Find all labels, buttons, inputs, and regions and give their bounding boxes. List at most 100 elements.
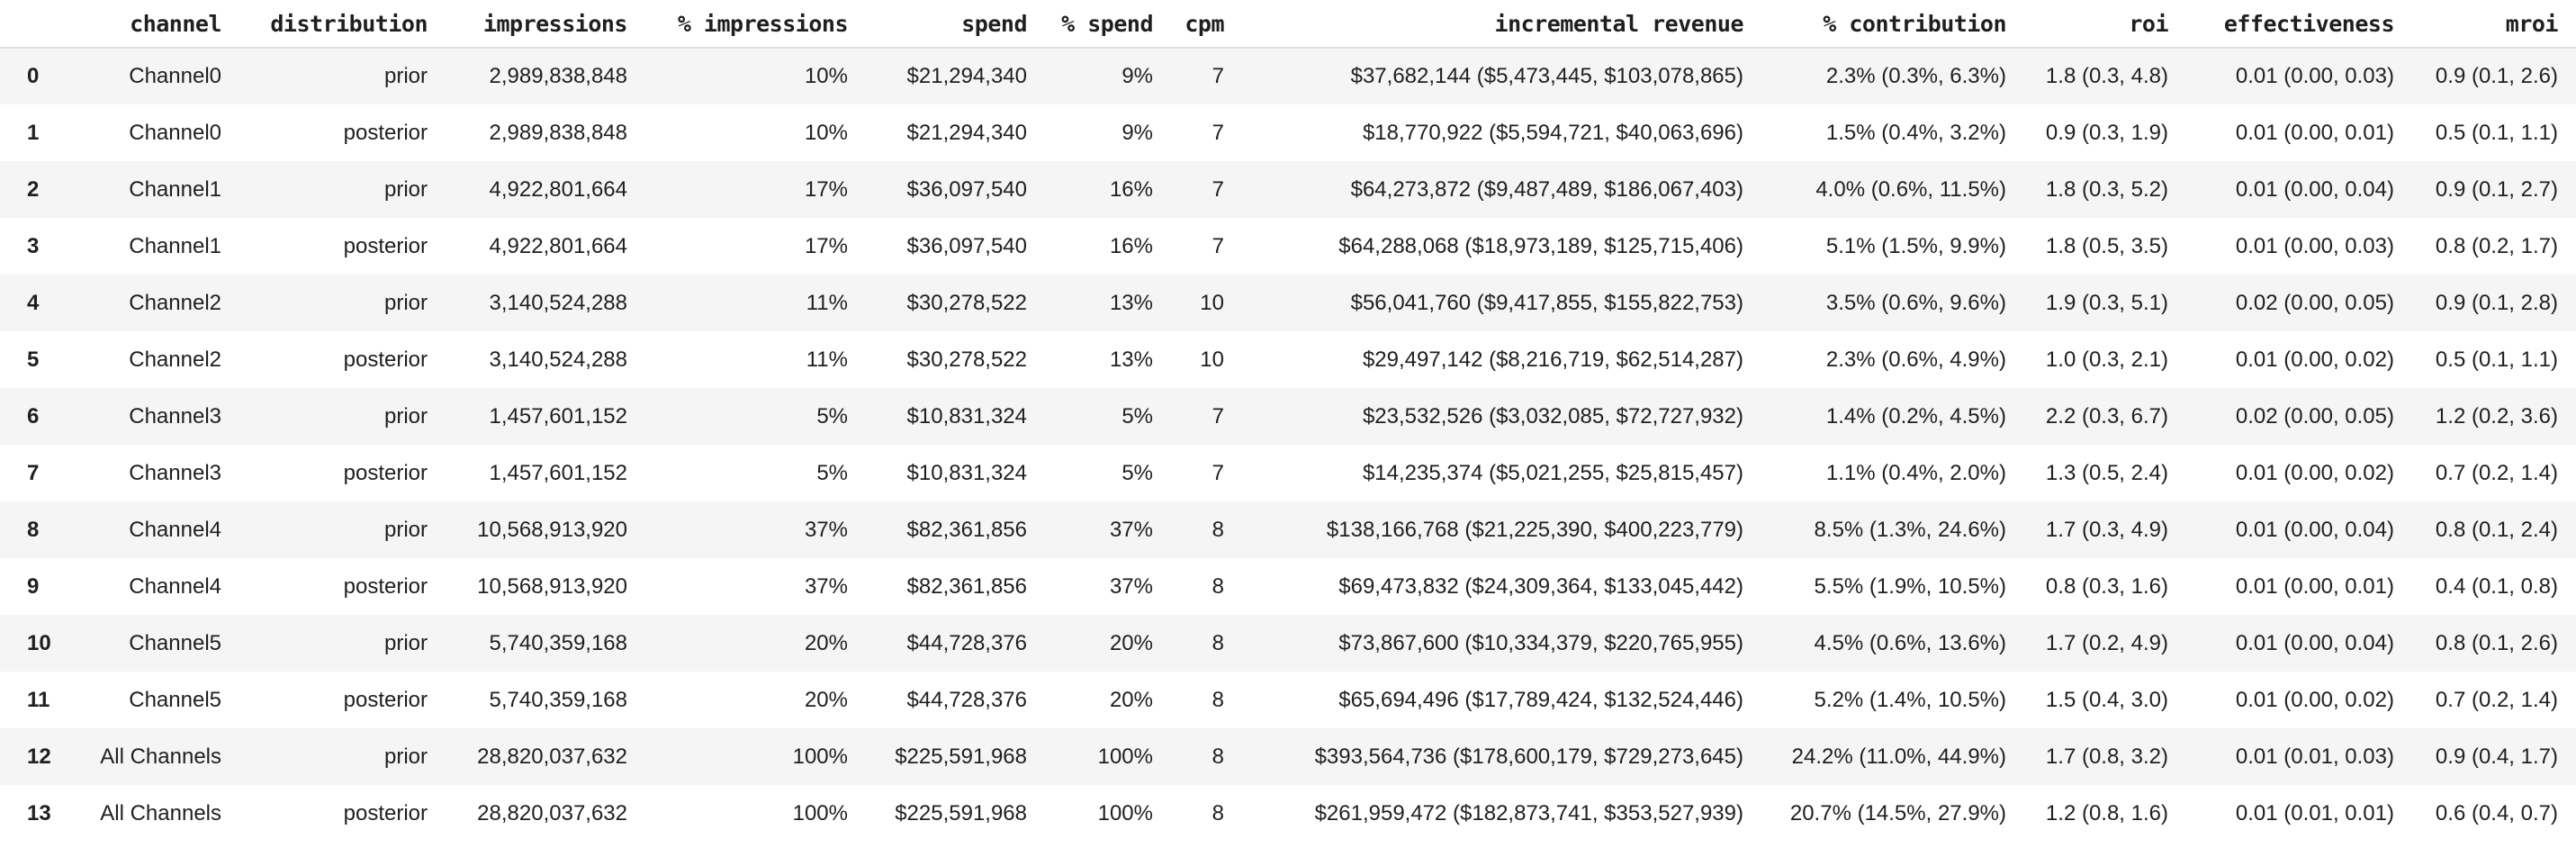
cell-cpm: 7 xyxy=(1211,233,1224,258)
cell-effectiveness: 0.02 (0.00, 0.05) xyxy=(2235,403,2394,429)
cell-pct-spend: 16% xyxy=(1109,176,1153,202)
cell-roi: 1.7 (0.8, 3.2) xyxy=(2045,744,2168,769)
cell-pct-impressions: 37% xyxy=(804,573,848,599)
cell-cpm: 7 xyxy=(1211,120,1224,145)
row-index: 9 xyxy=(27,573,40,599)
table-row: 7 Channel3 posterior 1,457,601,152 5% $10,831… xyxy=(0,445,2576,501)
row-index: 4 xyxy=(27,290,40,315)
cell-incremental-revenue: $261,959,472 ($182,873,741, $353,527,939… xyxy=(1314,800,1743,825)
row-index: 10 xyxy=(27,630,51,655)
cell-incremental-revenue: $18,770,922 ($5,594,721, $40,063,696) xyxy=(1362,120,1743,145)
row-index: 3 xyxy=(27,233,40,258)
cell-incremental-revenue: $64,273,872 ($9,487,489, $186,067,403) xyxy=(1350,176,1743,202)
cell-roi: 1.7 (0.2, 4.9) xyxy=(2045,630,2168,655)
column-header-incremental-revenue: incremental revenue xyxy=(1242,0,1761,49)
header-row: channel distribution impressions% impressi… xyxy=(0,0,2576,49)
cell-channel: Channel4 xyxy=(129,573,221,599)
cell-incremental-revenue: $69,473,832 ($24,309,364, $133,045,442) xyxy=(1338,573,1743,599)
cell-effectiveness: 0.01 (0.00, 0.02) xyxy=(2235,687,2394,712)
table-row: 12 All Channels prior 28,820,037,632 100% $22… xyxy=(0,728,2576,785)
column-header-cpm: cpm xyxy=(1171,0,1242,49)
cell-distribution: prior xyxy=(383,403,428,429)
cell-impressions: 28,820,037,632 xyxy=(477,744,627,769)
cell-impressions: 4,922,801,664 xyxy=(489,176,627,202)
cell-spend: $225,591,968 xyxy=(895,744,1027,769)
cell-cpm: 8 xyxy=(1211,517,1224,542)
cell-spend: $82,361,856 xyxy=(906,573,1027,599)
cell-effectiveness: 0.01 (0.00, 0.01) xyxy=(2235,573,2394,599)
table-row: 8 Channel4 prior 10,568,913,920 37% $82,361,8… xyxy=(0,501,2576,558)
cell-roi: 0.8 (0.3, 1.6) xyxy=(2045,573,2168,599)
cell-pct-spend: 5% xyxy=(1121,403,1153,429)
cell-channel: Channel3 xyxy=(129,403,221,429)
column-header-index xyxy=(0,0,81,49)
cell-cpm: 8 xyxy=(1211,744,1224,769)
cell-channel: Channel0 xyxy=(129,64,221,88)
cell-roi: 0.9 (0.3, 1.9) xyxy=(2045,120,2168,145)
cell-effectiveness: 0.01 (0.00, 0.02) xyxy=(2235,460,2394,485)
cell-pct-impressions: 17% xyxy=(804,233,848,258)
cell-pct-contribution: 1.1% (0.4%, 2.0%) xyxy=(1825,460,2006,485)
cell-incremental-revenue: $14,235,374 ($5,021,255, $25,815,457) xyxy=(1362,460,1743,485)
column-header-channel: channel xyxy=(81,0,239,49)
cell-roi: 2.2 (0.3, 6.7) xyxy=(2045,403,2168,429)
cell-mroi: 0.7 (0.2, 1.4) xyxy=(2435,687,2558,712)
cell-pct-spend: 13% xyxy=(1109,290,1153,315)
table-body: 0 Channel0 prior 2,989,838,848 10% $21,294,34… xyxy=(0,48,2576,842)
cell-mroi: 0.5 (0.1, 1.1) xyxy=(2435,120,2558,145)
cell-pct-impressions: 10% xyxy=(804,64,848,88)
cell-incremental-revenue: $65,694,496 ($17,789,424, $132,524,446) xyxy=(1338,687,1743,712)
cell-effectiveness: 0.02 (0.00, 0.05) xyxy=(2235,290,2394,315)
cell-pct-impressions: 5% xyxy=(816,460,848,485)
cell-spend: $10,831,324 xyxy=(906,460,1027,485)
cell-channel: Channel5 xyxy=(129,687,221,712)
table-row: 2 Channel1 prior 4,922,801,664 17% $36,097,54… xyxy=(0,161,2576,218)
cell-distribution: prior xyxy=(383,64,428,88)
cell-cpm: 8 xyxy=(1211,630,1224,655)
cell-spend: $10,831,324 xyxy=(906,403,1027,429)
cell-mroi: 1.2 (0.2, 3.6) xyxy=(2435,403,2558,429)
cell-mroi: 0.8 (0.1, 2.6) xyxy=(2435,630,2558,655)
column-header-spend: spend xyxy=(866,0,1045,49)
table-row: 13 All Channels posterior 28,820,037,632 100… xyxy=(0,785,2576,842)
cell-channel: Channel2 xyxy=(129,290,221,315)
cell-effectiveness: 0.01 (0.00, 0.01) xyxy=(2235,120,2394,145)
column-header-pct-impressions: % impressions xyxy=(645,0,866,49)
cell-effectiveness: 0.01 (0.01, 0.03) xyxy=(2235,744,2394,769)
cell-pct-spend: 13% xyxy=(1109,347,1153,372)
table-row: 11 Channel5 posterior 5,740,359,168 20% $44,7… xyxy=(0,672,2576,728)
cell-impressions: 10,568,913,920 xyxy=(477,573,627,599)
cell-impressions: 5,740,359,168 xyxy=(489,630,627,655)
cell-distribution: prior xyxy=(383,290,428,315)
cell-pct-contribution: 8.5% (1.3%, 24.6%) xyxy=(1814,517,2006,542)
cell-pct-impressions: 17% xyxy=(804,176,848,202)
cell-channel: All Channels xyxy=(100,800,221,825)
cell-distribution: posterior xyxy=(343,347,428,372)
column-header-impressions: impressions xyxy=(446,0,645,49)
cell-cpm: 10 xyxy=(1200,290,1224,315)
cell-distribution: posterior xyxy=(343,573,428,599)
cell-impressions: 28,820,037,632 xyxy=(477,800,627,825)
cell-spend: $36,097,540 xyxy=(906,233,1027,258)
cell-incremental-revenue: $138,166,768 ($21,225,390, $400,223,779) xyxy=(1326,517,1743,542)
cell-mroi: 0.9 (0.1, 2.8) xyxy=(2435,290,2558,315)
table-row: 1 Channel0 posterior 2,989,838,848 10% $21,29… xyxy=(0,104,2576,161)
cell-pct-contribution: 5.5% (1.9%, 10.5%) xyxy=(1814,573,2006,599)
cell-channel: Channel2 xyxy=(129,347,221,372)
cell-pct-impressions: 20% xyxy=(804,687,848,712)
cell-channel: Channel1 xyxy=(129,176,221,202)
cell-cpm: 7 xyxy=(1211,460,1224,485)
cell-pct-spend: 5% xyxy=(1121,460,1153,485)
cell-spend: $36,097,540 xyxy=(906,176,1027,202)
cell-impressions: 4,922,801,664 xyxy=(489,233,627,258)
cell-pct-spend: 9% xyxy=(1121,120,1153,145)
cell-cpm: 10 xyxy=(1200,347,1224,372)
cell-pct-contribution: 5.1% (1.5%, 9.9%) xyxy=(1825,233,2006,258)
cell-pct-contribution: 20.7% (14.5%, 27.9%) xyxy=(1789,800,2006,825)
cell-channel: Channel4 xyxy=(129,517,221,542)
table-row: 5 Channel2 posterior 3,140,524,288 11% $30,27… xyxy=(0,331,2576,388)
cell-mroi: 0.4 (0.1, 0.8) xyxy=(2435,573,2558,599)
row-index: 11 xyxy=(27,687,50,712)
